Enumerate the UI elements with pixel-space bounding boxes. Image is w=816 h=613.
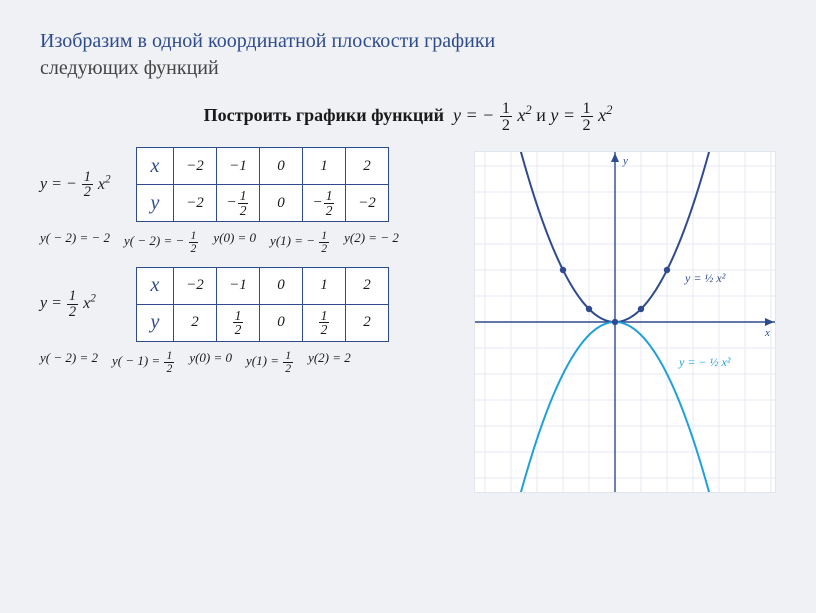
table2: x −2−1012 y 2 12 0 12 2 [136,267,389,342]
chart-panel: x y y = ½ x² y = − ½ x² [474,151,776,493]
table1-points: y( − 2) = − 2 y( − 2) = − 12 y(0) = 0 y(… [40,230,450,254]
svg-text:y = ½ x²: y = ½ x² [684,271,726,285]
eq2-label: y = 12 x2 [40,289,120,319]
svg-text:y: y [622,155,628,167]
table1: x −2−1012 y −2 −12 0 −12 −2 [136,147,389,222]
task-line: Построить графики функций y = − 12 x2 и … [40,100,776,133]
intro-line2: следующих функций [40,57,219,79]
svg-text:x: x [764,327,770,339]
svg-text:y = − ½ x²: y = − ½ x² [678,355,731,369]
parabola-chart: x y y = ½ x² y = − ½ x² [475,152,775,492]
task-prefix: Построить графики функций [204,105,444,125]
table2-points: y( − 2) = 2 y( − 1) = 12 y(0) = 0 y(1) =… [40,350,450,374]
eq1-label: y = − 12 x2 [40,170,120,200]
intro-line1: Изобразим в одной координатной плоскости… [40,30,495,52]
content-area: y = − 12 x2 x −2−1012 y −2 −12 0 −12 −2 … [40,147,776,493]
table2-row: y = 12 x2 x −2−1012 y 2 12 0 12 2 [40,267,450,342]
intro-text: Изобразим в одной координатной плоскости… [40,28,776,82]
left-column: y = − 12 x2 x −2−1012 y −2 −12 0 −12 −2 … [40,147,450,493]
table1-row: y = − 12 x2 x −2−1012 y −2 −12 0 −12 −2 [40,147,450,222]
